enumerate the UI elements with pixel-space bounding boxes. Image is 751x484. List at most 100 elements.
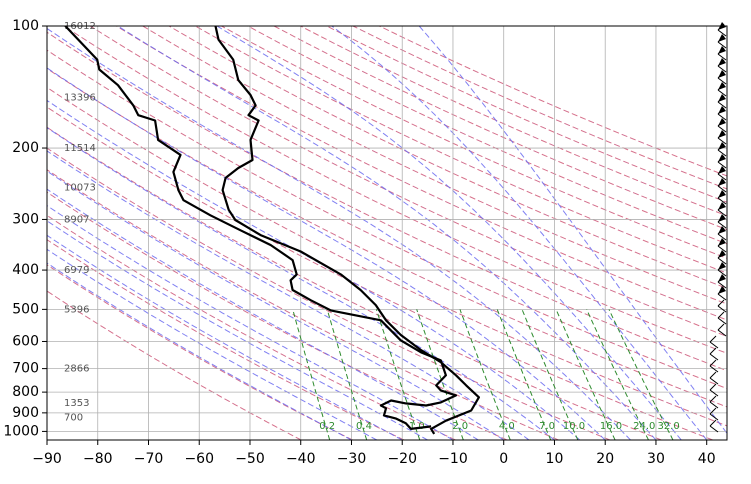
barb-flag xyxy=(718,274,726,282)
mixing-ratio-line xyxy=(608,309,674,441)
dry-adiabat-shade xyxy=(47,169,559,440)
barb-staff xyxy=(709,401,719,409)
barb-tick xyxy=(709,347,717,355)
barb-staff xyxy=(709,341,719,349)
moist-adiabat xyxy=(47,188,479,440)
dry-adiabat-shade xyxy=(47,215,456,440)
mixing-ratio-label: 10.0 xyxy=(563,421,585,432)
barb-flag xyxy=(718,202,726,210)
mixing-ratio-line xyxy=(375,309,421,441)
dry-adiabat xyxy=(195,26,727,274)
mixing-ratio-line xyxy=(496,309,552,441)
barb-staff xyxy=(717,173,727,181)
wind-barb xyxy=(717,311,727,325)
dry-adiabat-shade xyxy=(300,26,727,217)
mixing-ratio-label: 16.0 xyxy=(600,421,622,432)
barb-flag xyxy=(718,238,726,246)
wind-barb xyxy=(717,286,727,301)
barb-flag xyxy=(718,46,726,54)
barb-staff xyxy=(717,245,727,253)
dry-adiabat-shade xyxy=(47,68,727,408)
barb-flag xyxy=(718,34,726,42)
barb-flag xyxy=(718,58,726,66)
barb-flag xyxy=(718,226,726,234)
wind-barb xyxy=(709,359,719,373)
wind-barb xyxy=(717,250,727,265)
x-tick-label: −20 xyxy=(387,451,417,467)
moist-adiabat xyxy=(47,67,606,440)
wind-barb xyxy=(717,166,727,181)
barb-tick xyxy=(709,407,717,415)
height-label: 8907 xyxy=(64,214,89,225)
barb-flag xyxy=(718,94,726,102)
mixing-ratio-label: 0.2 xyxy=(319,421,335,432)
barb-flag xyxy=(718,166,726,174)
dry-adiabat-shade xyxy=(326,26,727,203)
barb-staff xyxy=(717,209,727,217)
moist-adiabat xyxy=(47,27,631,440)
y-tick-label: 200 xyxy=(12,140,39,156)
wind-barb xyxy=(717,214,727,229)
barb-staff xyxy=(709,389,719,397)
dry-adiabat xyxy=(47,214,456,440)
barb-staff xyxy=(709,353,719,361)
dry-adiabat-shade xyxy=(352,26,727,190)
wind-barb xyxy=(717,142,727,157)
dry-adiabat xyxy=(352,26,727,190)
wind-barb xyxy=(717,58,727,73)
barb-staff xyxy=(717,29,727,37)
height-label: 10073 xyxy=(64,182,96,193)
barb-staff xyxy=(709,425,719,433)
dry-adiabat xyxy=(47,147,611,440)
wind-barb xyxy=(717,299,727,313)
barb-flag xyxy=(718,106,726,114)
barb-flag xyxy=(718,250,726,258)
barb-staff xyxy=(717,65,727,73)
barb-staff xyxy=(717,233,727,241)
barb-flag xyxy=(718,262,726,270)
barb-flag xyxy=(718,214,726,222)
x-tick-label: 30 xyxy=(647,451,665,467)
barb-tick xyxy=(709,419,717,427)
barb-staff xyxy=(717,149,727,157)
moist-adiabat xyxy=(418,26,727,435)
wind-barb xyxy=(709,395,719,409)
wind-barb xyxy=(717,130,727,145)
wind-barb xyxy=(717,262,727,277)
wind-barb xyxy=(717,323,727,337)
axes-frame xyxy=(46,25,728,441)
wind-barb xyxy=(717,82,727,97)
y-tick-label: 500 xyxy=(12,301,39,317)
barb-staff xyxy=(717,53,727,61)
dry-adiabat-shade xyxy=(47,264,353,440)
dry-adiabat-shade xyxy=(195,26,727,274)
barb-flag xyxy=(718,70,726,78)
barb-staff xyxy=(717,125,727,133)
barb-staff xyxy=(717,101,727,109)
barb-staff xyxy=(709,365,719,373)
dry-adiabat xyxy=(47,239,405,440)
mixing-ratio-label: 2.0 xyxy=(452,421,468,432)
x-tick-label: 40 xyxy=(698,451,716,467)
barb-tick xyxy=(709,395,717,403)
height-label: 2866 xyxy=(64,364,89,375)
y-tick-label: 300 xyxy=(12,211,39,227)
dry-adiabat-shade xyxy=(142,26,727,305)
dry-adiabat xyxy=(47,169,559,440)
dry-adiabat-shade xyxy=(47,126,662,440)
barb-staff xyxy=(717,257,727,265)
moist-adiabat xyxy=(47,262,352,440)
moist-adiabat xyxy=(216,26,682,440)
mixing-ratio-label: 24.0 xyxy=(633,421,655,432)
dry-adiabat-shade xyxy=(168,26,727,289)
moist-adiabat xyxy=(47,170,504,440)
moist-adiabat xyxy=(47,150,530,440)
dry-adiabat xyxy=(47,264,353,440)
wind-barb xyxy=(717,70,727,85)
dry-adiabat-shade xyxy=(89,26,727,337)
moist-adiabat xyxy=(47,234,403,440)
barb-flag xyxy=(718,190,726,198)
wind-barb xyxy=(717,118,727,133)
height-label: 1353 xyxy=(64,398,89,409)
wind-barb xyxy=(709,371,719,385)
